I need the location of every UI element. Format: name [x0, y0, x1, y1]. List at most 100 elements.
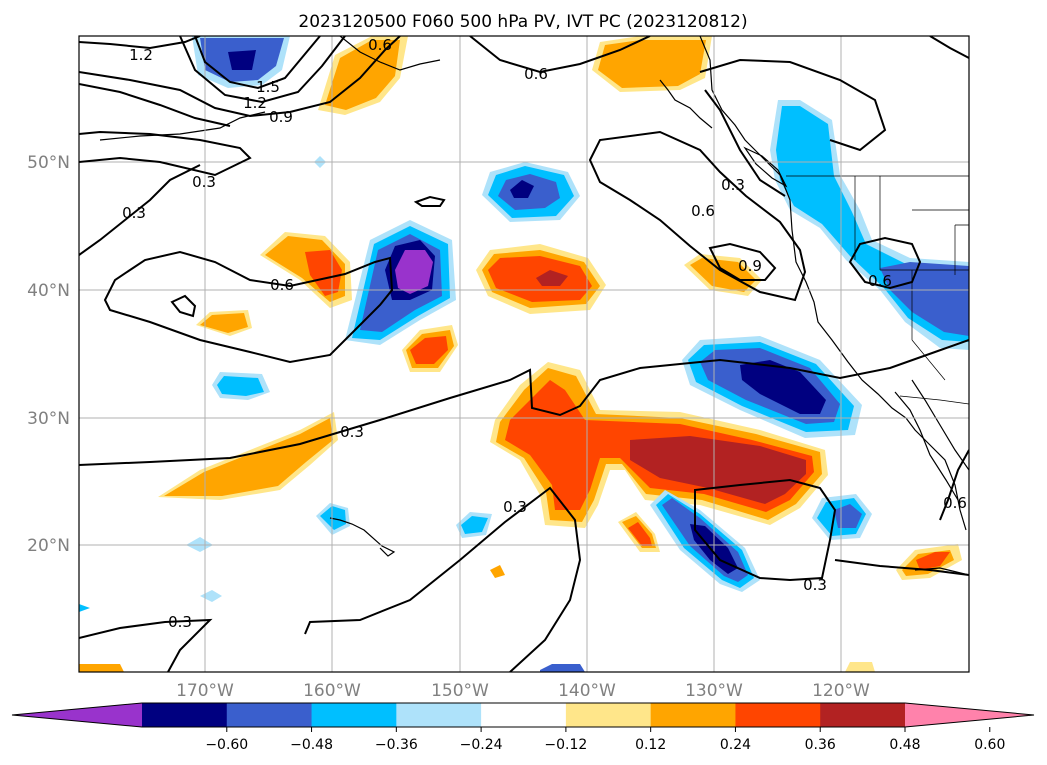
contour-0-6-se — [939, 449, 969, 521]
contour-0-9 — [79, 36, 401, 118]
contour-small-oval — [413, 195, 446, 207]
north-american-coast — [699, 36, 967, 531]
colorbar-outline — [11, 702, 1035, 728]
lon-label-140w: 140°W — [558, 681, 616, 701]
contour-label: 0.6 — [691, 202, 715, 220]
colorbar-tick-label: 0.36 — [805, 737, 836, 753]
contour-0-3-west — [79, 164, 201, 256]
anomaly-neg-sw-core — [217, 376, 264, 396]
colorbar-segment — [565, 703, 652, 727]
contour-label: 0.3 — [122, 204, 146, 222]
contour-0-6-west — [103, 250, 394, 364]
contour-label: 0.6 — [270, 276, 294, 294]
colorbar-segment — [481, 703, 567, 727]
latitude-labels: 50°N 40°N 30°N 20°N — [27, 153, 70, 556]
contour-0-9-east — [708, 242, 777, 281]
contour-small-loop — [170, 294, 197, 318]
colorbar-tick-label: 0.48 — [889, 737, 920, 753]
colorbar-segment — [311, 703, 397, 727]
anomaly-pos-sw-core — [200, 313, 248, 333]
lon-label-150w: 150°W — [431, 681, 489, 701]
colorbar-tick-label: −0.24 — [460, 737, 503, 753]
anomaly-neg-s1-core — [461, 516, 488, 534]
contour-1-2-a — [79, 36, 201, 50]
anomaly-neg-bottom — [540, 664, 585, 672]
anomaly-neg-nw-peak — [228, 50, 256, 70]
colorbar-segment — [650, 703, 736, 727]
anomaly-pos-alaska-core — [598, 40, 706, 88]
anomaly-neg-s3 — [200, 590, 222, 602]
anomaly-neg-e-peak — [740, 360, 826, 414]
contour-label: 0.6 — [943, 494, 967, 512]
anomaly-pos-bl — [79, 664, 124, 672]
lon-label-130w: 130°W — [685, 681, 743, 701]
anomaly-pos-mid-peak — [410, 336, 448, 364]
contour-0-3-north — [79, 130, 252, 177]
colorbar-segment — [226, 703, 313, 727]
contour-label: 0.6 — [868, 272, 892, 290]
contour-0-6-ne — [699, 58, 887, 152]
anomaly-pos-dot — [490, 565, 505, 578]
lat-label-50n: 50°N — [27, 153, 70, 173]
contour-0-3-east — [694, 478, 837, 582]
anomaly-pos-sband-core — [164, 418, 333, 496]
lon-label-120w: 120°W — [812, 681, 870, 701]
alaska-coast — [339, 36, 441, 71]
alaska-panhandle-islands — [659, 79, 713, 129]
contour-label: 0.6 — [524, 65, 548, 83]
colorbar-tick-label: −0.48 — [290, 737, 333, 753]
contour-label: 1.2 — [129, 46, 153, 64]
vancouver-island — [743, 146, 788, 188]
colorbar — [11, 702, 1035, 728]
contour-1-2-b — [179, 36, 346, 104]
colorbar-tick-label: −0.60 — [205, 737, 248, 753]
colorbar-tick-labels: −0.60 −0.48 −0.36 −0.24 −0.12 0.12 0.24 0.36 0.4… — [205, 727, 1005, 753]
coastlines — [99, 36, 969, 576]
figure-title: 2023120500 F060 500 hPa PV, IVT PC (2023… — [298, 12, 747, 32]
lat-label-30n: 30°N — [27, 409, 70, 429]
contour-0-3-coast — [704, 89, 786, 197]
anomaly-pos-s-peak — [630, 436, 806, 504]
contour-0-3-south — [304, 486, 582, 672]
contour-labels: 1.2 1.5 1.2 0.9 0.6 0.3 0.3 0.6 0.3 0.6 … — [122, 36, 967, 631]
contour-0-3-bottom-left — [79, 618, 213, 672]
anomaly-neg-c-peak — [395, 250, 433, 294]
anomaly-neg-leftedge — [79, 604, 90, 612]
lat-label-20n: 20°N — [27, 536, 70, 556]
contour-label: 0.3 — [503, 498, 527, 516]
contour-0-3-se — [834, 559, 969, 576]
anomaly-pos-w-peak — [305, 250, 342, 296]
colorbar-tick-label: 0.60 — [974, 737, 1005, 753]
contour-0-6-alaska — [469, 36, 651, 74]
contour-label: 0.9 — [738, 257, 762, 275]
contour-0-6-coast — [848, 236, 922, 290]
anomaly-pos-s2-peak — [628, 522, 652, 546]
colorbar-segment — [142, 703, 228, 727]
contour-label: 0.3 — [192, 173, 216, 191]
contour-label: 0.3 — [168, 613, 192, 631]
lon-label-170w: 170°W — [176, 681, 234, 701]
colorbar-extend-max — [905, 703, 1034, 727]
contour-label: 1.2 — [243, 94, 267, 112]
map-frame — [78, 35, 970, 673]
contour-label: 0.6 — [368, 36, 392, 54]
colorbar-segment — [735, 703, 821, 727]
lat-label-40n: 40°N — [27, 281, 70, 301]
state-borders — [854, 176, 969, 381]
anomaly-pos-bottom — [845, 662, 875, 672]
contour-label: 0.3 — [721, 176, 745, 194]
hawaii-islands — [329, 517, 396, 557]
anomaly-pos-coast-core — [690, 258, 756, 292]
contour-1-5 — [194, 36, 321, 90]
anomaly-neg-n-peak — [510, 180, 534, 198]
baja-california-coast — [894, 391, 959, 501]
anomaly-pos-c-peak — [536, 270, 568, 286]
colorbar-extend-min — [12, 703, 142, 727]
pv-contours — [79, 36, 969, 672]
anomaly-pos-se-peak — [916, 552, 950, 570]
contour-ne-top — [929, 36, 969, 59]
contour-label: 1.5 — [256, 78, 280, 96]
contour-label: 0.3 — [803, 576, 827, 594]
us-mexico-border — [899, 395, 969, 405]
